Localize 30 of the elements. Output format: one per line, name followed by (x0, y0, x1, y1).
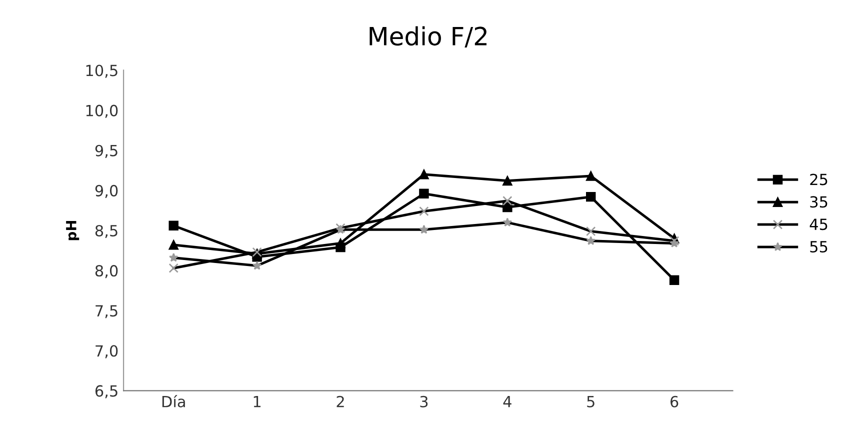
legend-label: 35 (810, 196, 828, 208)
y-tick-label: 9,5 (95, 144, 118, 158)
y-tick-label: 9,0 (95, 184, 118, 198)
chart-title: Medio F/2 (370, 26, 486, 48)
x-tick-label: 1 (254, 396, 261, 408)
x-tick-label: 6 (670, 396, 678, 408)
x-tick-label: 4 (503, 396, 512, 408)
x-tick-label: 2 (336, 396, 344, 408)
point (168, 240, 178, 250)
point (669, 275, 680, 286)
y-tick-label: 7,0 (96, 345, 118, 358)
legend-label: 45 (810, 218, 828, 230)
point (586, 192, 596, 202)
y-tick-label: 8,0 (95, 265, 118, 278)
y-axis-title: pH (66, 220, 80, 240)
legend-label: 25 (810, 174, 828, 186)
point (586, 171, 596, 181)
point (168, 220, 178, 231)
y-tick-label: 6,5 (95, 385, 118, 398)
y-tick-label: 10,5 (86, 64, 118, 78)
point (419, 170, 429, 180)
x-tick-label: 3 (420, 396, 428, 408)
x-tick-label: Día (162, 394, 185, 408)
y-tick-label: 10,0 (86, 104, 118, 118)
y-tick-label: 7,5 (96, 305, 118, 318)
legend-label: 55 (810, 241, 828, 253)
point (419, 188, 429, 198)
y-tick-label: 8,5 (95, 224, 118, 238)
x-tick-label: 5 (587, 396, 594, 408)
point (502, 176, 512, 186)
